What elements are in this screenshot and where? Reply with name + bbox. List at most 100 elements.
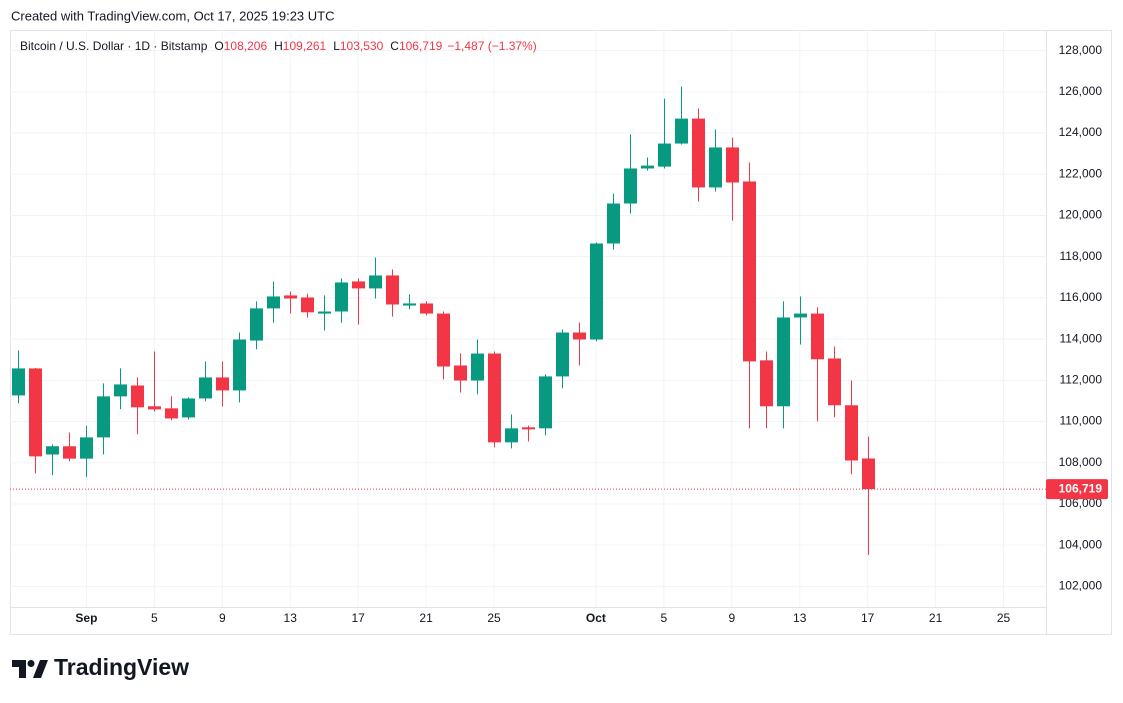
- candle-body: [284, 295, 297, 299]
- candle-body: [862, 458, 875, 490]
- candle-body: [29, 368, 42, 457]
- x-tick-label: 21: [419, 611, 433, 625]
- candle-body: [590, 243, 603, 340]
- candle-body: [454, 365, 467, 381]
- candle-body: [828, 358, 841, 406]
- legend-value: 109,261: [283, 39, 327, 53]
- logo-icon: [12, 660, 26, 678]
- y-tick-label: 116,000: [1060, 290, 1103, 304]
- candle-body: [794, 313, 807, 318]
- legend-value: 103,530: [340, 39, 384, 53]
- candle-body: [420, 303, 433, 314]
- candle-body: [488, 353, 501, 443]
- candle-body: [369, 275, 382, 289]
- candle-body: [80, 437, 93, 459]
- x-tick-label: Sep: [75, 611, 97, 625]
- candle-body: [352, 281, 365, 289]
- candle-body: [743, 181, 756, 362]
- candle-body: [233, 339, 246, 391]
- logo: TradingView: [12, 654, 189, 680]
- candle-body: [607, 203, 620, 244]
- candle-body: [624, 168, 637, 204]
- candle-body: [148, 406, 161, 410]
- candle-body: [182, 398, 195, 418]
- x-tick-label: 25: [997, 611, 1011, 625]
- candle-body: [777, 317, 790, 407]
- candle-body: [301, 297, 314, 313]
- logo-icon: [27, 660, 35, 667]
- candle-body: [641, 165, 654, 169]
- candle-body: [267, 296, 280, 309]
- candle-body: [12, 368, 25, 396]
- y-tick-label: 118,000: [1060, 249, 1103, 263]
- candle-body: [505, 428, 518, 443]
- last-price-box: [1046, 479, 1108, 500]
- x-tick-label: 17: [351, 611, 365, 625]
- y-tick-label: 124,000: [1059, 125, 1103, 139]
- candle-body: [250, 308, 263, 341]
- candle-body: [46, 446, 59, 455]
- candle-body: [811, 313, 824, 360]
- legend-key: O: [214, 39, 223, 53]
- candle-body: [675, 118, 688, 144]
- legend-value: 108,206: [224, 39, 268, 53]
- y-tick-label: 120,000: [1059, 208, 1103, 222]
- y-tick-label: 110,000: [1060, 414, 1103, 428]
- y-tick-label: 128,000: [1059, 43, 1103, 57]
- candle-body: [403, 303, 416, 306]
- candle-body: [709, 147, 722, 188]
- candle-body: [556, 332, 569, 377]
- candle-body: [760, 360, 773, 407]
- legend-key: C: [390, 39, 399, 53]
- candle-body: [726, 147, 739, 183]
- candle-body: [131, 385, 144, 408]
- y-tick-label: 102,000: [1059, 579, 1103, 593]
- candle-body: [63, 446, 76, 459]
- chart-title: Bitcoin / U.S. Dollar · 1D · Bitstamp O10…: [20, 39, 537, 53]
- y-tick-label: 122,000: [1059, 166, 1103, 180]
- frame: [10, 30, 1112, 635]
- candle-body: [97, 396, 110, 438]
- candle-body: [692, 118, 705, 188]
- legend-key: H: [274, 39, 283, 53]
- candle-body: [114, 384, 127, 397]
- candle-body: [199, 377, 212, 399]
- legend-key: L: [333, 39, 340, 53]
- x-tick-label: 5: [661, 611, 668, 625]
- candle-body: [216, 377, 229, 391]
- candle-body: [471, 353, 484, 381]
- x-tick-label: 5: [151, 611, 158, 625]
- legend-change: −1,487 (−1.37%): [447, 39, 536, 53]
- y-tick-label: 112,000: [1060, 372, 1103, 386]
- candle-body: [658, 143, 671, 167]
- last-price-label: 106,719: [1059, 481, 1103, 495]
- candle-body: [386, 275, 399, 305]
- candle-body: [522, 427, 535, 430]
- candle-body: [437, 313, 450, 367]
- y-tick-label: 108,000: [1059, 455, 1103, 469]
- x-tick-label: 13: [793, 611, 807, 625]
- candle-body: [318, 311, 331, 314]
- x-tick-label: Oct: [586, 611, 606, 625]
- title: Bitcoin / U.S. Dollar · 1D · Bitstamp: [20, 39, 208, 53]
- y-tick-label: 106,000: [1059, 496, 1103, 510]
- x-tick-label: 17: [861, 611, 875, 625]
- y-tick-label: 104,000: [1059, 537, 1103, 551]
- candle-body: [539, 376, 552, 429]
- candle-body: [573, 332, 586, 340]
- brand: TradingView: [54, 654, 189, 680]
- x-tick-label: 9: [728, 611, 735, 625]
- candle-body: [845, 405, 858, 461]
- y-tick-label: 126,000: [1059, 84, 1103, 98]
- legend-value: 106,719: [399, 39, 443, 53]
- y-tick-label: 114,000: [1060, 331, 1103, 345]
- x-tick-label: 21: [929, 611, 943, 625]
- candle-body: [165, 408, 178, 419]
- labels: 102,000 104,000 106,000 108,000 110,000 112,0…: [20, 39, 1108, 625]
- logo-icon: [33, 660, 48, 678]
- x-tick-label: 13: [284, 611, 298, 625]
- candles: [10, 86, 1046, 555]
- x-tick-label: 25: [487, 611, 501, 625]
